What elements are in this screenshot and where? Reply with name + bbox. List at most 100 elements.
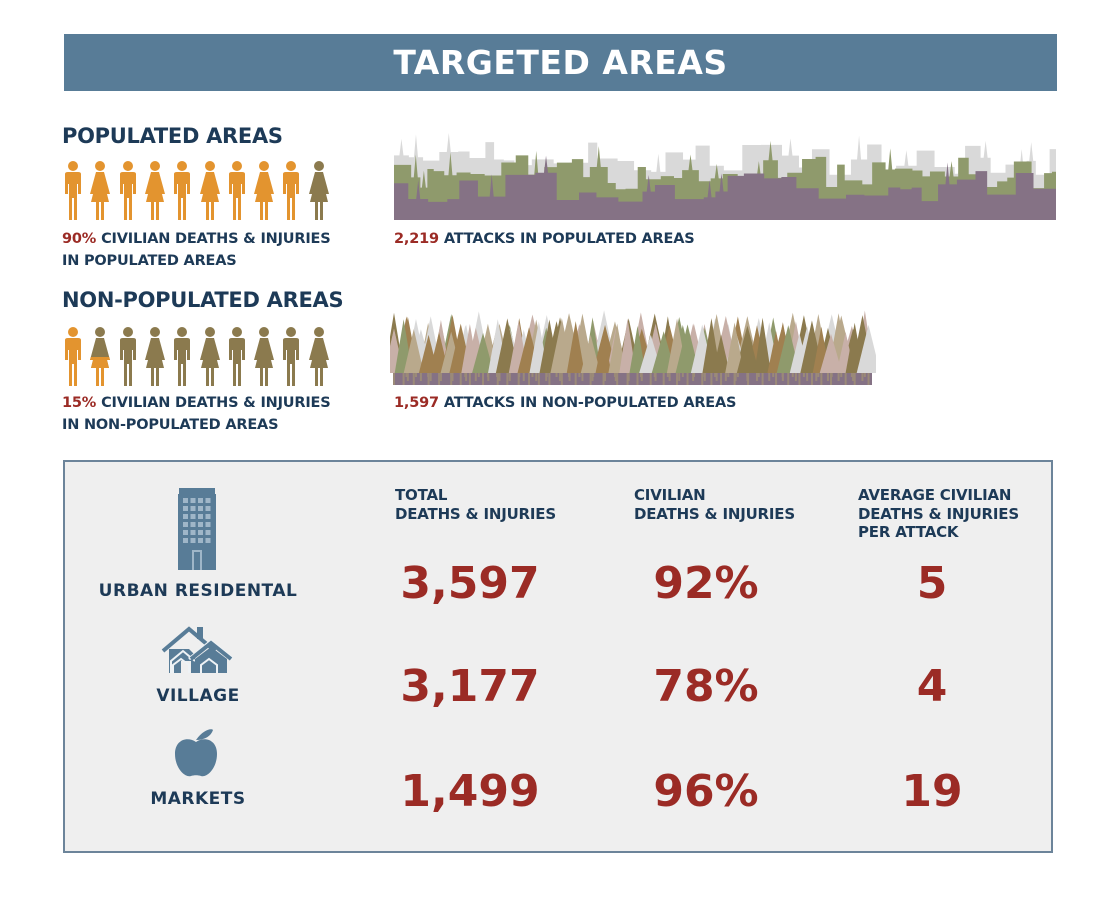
houses-icon [161,626,233,673]
person-icon [228,327,245,386]
person-icon [199,161,220,220]
person-icon [254,161,275,220]
tree-trunk [517,373,520,385]
tree-trunk [419,369,422,381]
tree-trunk [468,373,471,385]
column-header-line: CIVILIAN [634,486,706,504]
tree-trunk [602,373,605,385]
tree-trunk [438,373,441,385]
tree-trunk [678,369,681,381]
populated-attacks: 2,219 ATTACKS IN POPULATED AREAS [394,228,695,250]
page-title: TARGETED AREAS [393,43,728,82]
tree-trunk [662,373,665,385]
person-icon [283,327,300,386]
urban-civilian-value: 92% [653,558,759,609]
person-icon [174,161,191,220]
tree-trunk [482,373,485,385]
tree-trunk [508,369,511,381]
tree-trunk [439,369,442,381]
tree-trunk [703,369,706,381]
populated-areas-title: POPULATED AREAS [62,124,283,148]
tree-trunk [794,369,797,381]
tree-trunk [852,369,855,381]
tree-trunk [627,369,630,381]
tree-trunk [506,373,509,385]
tree-trunk [581,369,584,381]
tree-trunk [604,369,607,381]
tree-trunk [640,369,643,381]
tree [819,333,843,373]
tree-trunk [614,369,617,381]
tree-trunk [853,373,856,385]
column-header-line: DEATHS & INJURIES [395,504,556,523]
tree-trunk [626,373,629,385]
column-header-line: PER ATTACK [858,523,959,541]
tree-trunk [701,373,704,385]
urban-average-value: 5 [916,558,948,609]
tree-trunk [761,373,764,385]
person-icon [254,327,275,386]
tree-trunk [616,373,619,385]
tree-trunk [427,373,430,385]
tree-trunk [545,369,548,381]
person-icon [308,161,329,220]
tree-trunk [649,373,652,385]
tree-trunk [537,373,540,385]
village-civilian-value: 78% [653,661,759,712]
tree [566,321,585,373]
tree-trunk [591,369,594,381]
tree [619,318,636,373]
populated-attacks-label: ATTACKS IN POPULATED AREAS [443,231,695,247]
markets-total-value: 1,499 [400,766,540,817]
non-populated-caption-line1: CIVILIAN DEATHS & INJURIES [101,395,331,411]
person-icon [65,327,81,386]
non-populated-percent: 15% [62,395,97,411]
column-header-line: TOTAL [395,486,448,504]
markets-average-value: 19 [901,766,963,817]
person-icon [65,161,81,220]
tree-trunk [710,373,713,385]
skyline-layer [394,155,1056,220]
tree-trunk [747,373,750,385]
tree-trunk [815,369,818,381]
person-icon [119,327,136,386]
tree-trunk [810,373,813,385]
tree [595,333,612,373]
forest-illustration [390,310,876,385]
tree [675,324,700,373]
non-populated-attacks-value: 1,597 [394,395,439,411]
stats-panel: TOTAL DEATHS & INJURIES CIVILIAN DEATHS … [63,460,1053,853]
markets-civilian-value: 96% [653,766,759,817]
tree-trunk [589,373,592,385]
tree-trunk [568,369,571,381]
tree [550,318,574,373]
column-header-average: AVERAGE CIVILIAN DEATHS & INJURIES PER A… [858,486,1019,542]
tree [736,330,760,373]
person-icon [228,161,245,220]
column-header-civilian: CIVILIAN DEATHS & INJURIES [634,486,795,523]
column-header-line: DEATHS & INJURIES [634,504,795,523]
apple-icon [175,729,217,777]
tree-trunk [668,369,671,381]
column-header-line: DEATHS & INJURIES [858,504,1019,523]
column-header-line: AVERAGE CIVILIAN [858,486,1012,504]
tree-trunk [676,373,679,385]
tree-trunk [692,369,695,381]
person-icon [174,327,191,386]
person-icon [144,327,165,386]
tree-trunk [548,373,551,385]
populated-people-pictogram [62,160,337,222]
village-average-value: 4 [916,661,948,712]
tree-trunk [429,369,432,381]
person-icon [90,327,111,386]
tree-trunk [787,373,790,385]
person-icon [144,161,165,220]
tree-trunk [844,373,847,385]
tree-trunk [498,369,501,381]
person-icon [199,327,220,386]
tree-trunk [412,373,415,385]
tree-trunk [402,373,405,385]
tree [754,317,771,373]
tree-trunk [560,373,563,385]
tree-trunk [654,369,657,381]
